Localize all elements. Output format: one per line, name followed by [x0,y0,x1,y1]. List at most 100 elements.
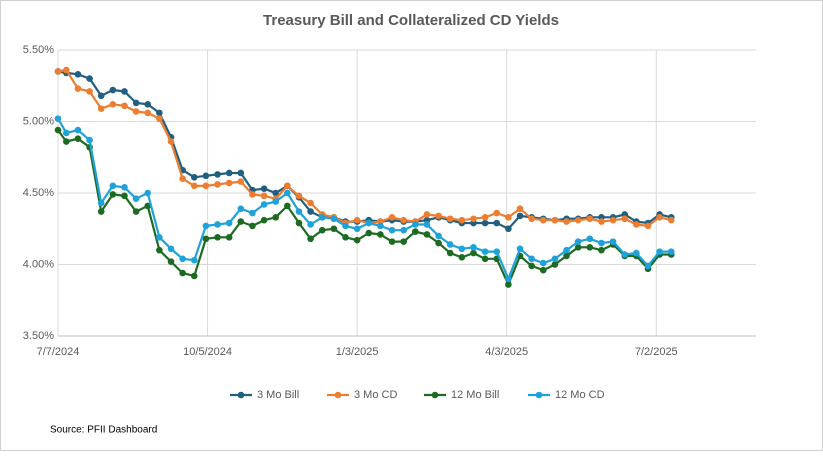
data-point [400,226,407,234]
data-point [586,235,594,243]
data-point [260,201,268,208]
data-point [621,251,629,258]
data-point [609,216,617,224]
data-point [505,275,512,283]
data-point [144,189,152,197]
data-point [214,171,221,178]
data-point [144,202,152,210]
data-point [598,218,605,225]
data-point [388,214,396,221]
data-point [132,195,140,203]
data-point [54,68,62,75]
data-point [284,202,291,210]
data-point [539,266,547,274]
data-point [330,225,338,233]
data-point [516,212,524,220]
data-point [202,222,210,230]
data-point [63,129,70,137]
data-point [551,255,559,263]
data-point [528,215,535,223]
data-point [318,214,326,221]
data-point [505,225,512,233]
data-point [353,225,361,233]
data-point [260,216,268,224]
data-point [295,192,303,200]
data-point [190,182,198,190]
data-point [272,198,280,205]
data-point [388,238,396,245]
data-point [260,192,268,200]
data-point [202,182,210,190]
data-point [458,245,466,253]
data-point [167,258,175,265]
data-point [446,241,454,248]
data-point [86,136,93,144]
data-point [97,92,105,100]
y-tick-label: 4.50% [23,187,54,199]
data-point [458,254,466,261]
legend-marker [237,391,245,399]
data-point [86,75,93,82]
data-point [284,182,291,190]
data-point [109,182,117,190]
data-point [156,109,163,117]
data-point [667,248,675,255]
data-point [470,215,477,223]
data-point [423,221,431,228]
data-point [505,281,512,288]
data-point [97,199,105,207]
data-point [528,255,535,263]
data-point [249,222,256,230]
data-point [156,246,163,254]
data-point [470,249,477,257]
data-point [179,255,186,263]
data-point [667,216,675,224]
data-point [74,135,82,142]
data-point [249,209,256,217]
data-point [202,172,210,180]
data-point [202,235,210,243]
data-point [330,215,338,223]
data-point [423,231,431,238]
data-point [435,239,442,247]
data-point [470,244,477,251]
data-point [621,215,629,223]
x-tick-label: 10/5/2024 [183,346,232,358]
data-point [574,244,582,251]
data-point [225,169,233,177]
data-point [586,244,594,251]
data-point [307,199,314,207]
data-point [167,245,175,253]
data-point [481,214,489,221]
data-point [400,216,407,224]
data-point [190,256,198,264]
data-point [272,189,280,197]
data-point [97,208,105,215]
data-point [644,262,652,270]
data-point [516,205,524,213]
data-point [121,183,128,191]
data-point [214,234,221,241]
data-point [353,236,361,244]
data-point [214,221,221,228]
data-point [481,219,489,227]
data-point [156,115,163,122]
y-tick-label: 5.00% [23,115,54,127]
x-tick-label: 1/3/2025 [336,346,379,358]
data-point [74,126,82,134]
y-tick-label: 3.50% [23,330,54,342]
data-point [190,272,198,280]
data-point [435,232,442,240]
data-point [656,214,663,221]
data-point [644,222,652,230]
data-point [132,99,140,107]
data-point [295,219,303,227]
data-point [458,216,466,224]
data-point [574,238,582,245]
y-tick-label: 5.50% [23,44,54,56]
data-point [144,101,152,108]
data-point [598,246,605,254]
data-point [377,231,384,238]
data-point [214,181,221,188]
